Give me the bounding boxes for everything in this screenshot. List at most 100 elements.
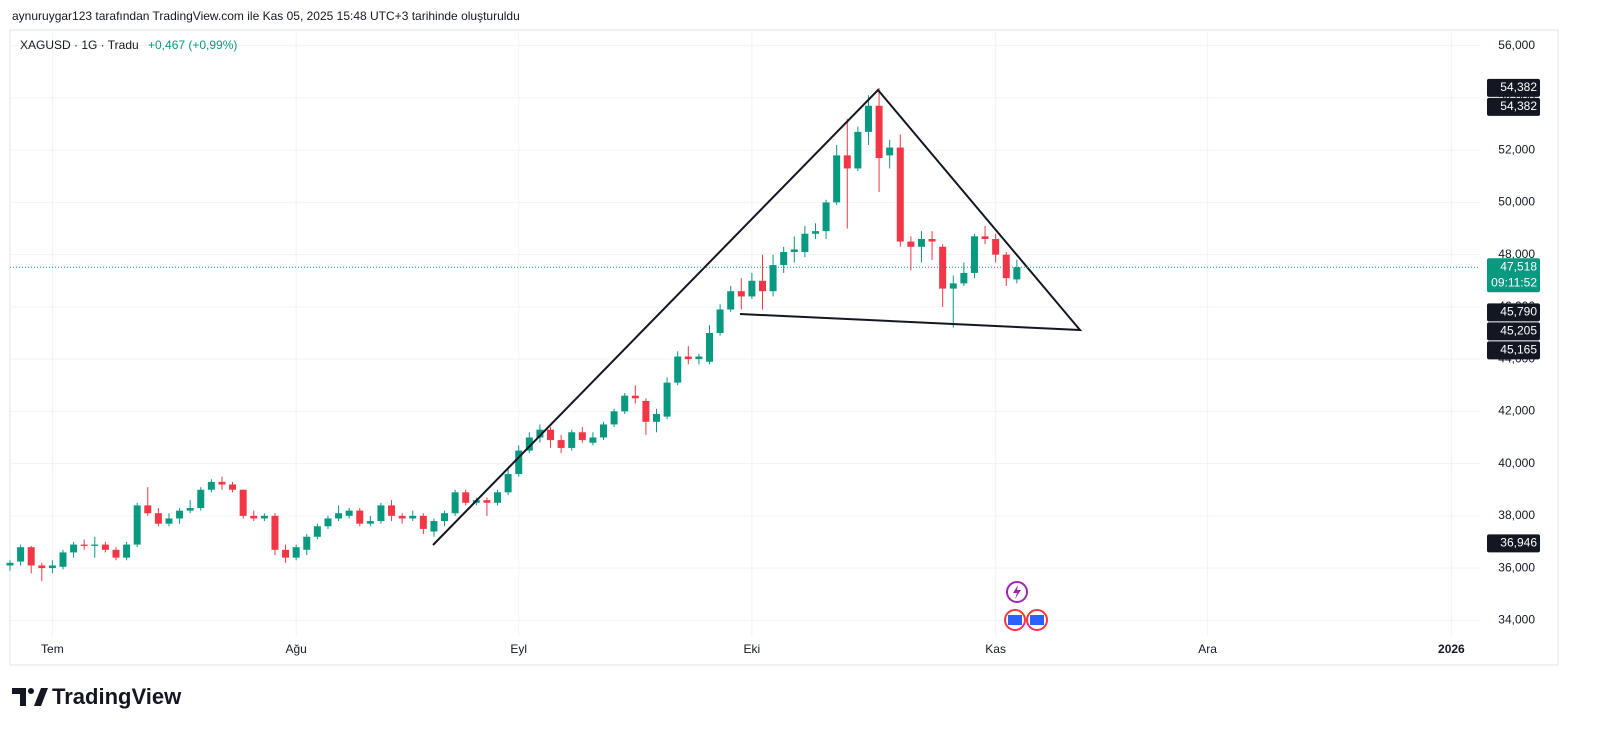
candle-body xyxy=(388,505,396,516)
candle-body xyxy=(504,474,512,493)
event-icons xyxy=(1004,581,1048,631)
grid xyxy=(10,30,1480,636)
triangle-pattern xyxy=(432,88,1083,546)
price-label: 54,382 xyxy=(1500,99,1537,113)
candle-body xyxy=(780,252,788,266)
y-tick-label: 36,000 xyxy=(1498,560,1535,574)
candle-body xyxy=(684,356,692,360)
candle-body xyxy=(271,515,279,550)
candle-body xyxy=(939,246,947,289)
x-tick-label: Ara xyxy=(1198,642,1217,656)
price-label-box xyxy=(1487,322,1540,341)
candle-body xyxy=(462,492,470,503)
candle-body xyxy=(483,500,491,503)
candle-body xyxy=(854,131,862,169)
candle-body xyxy=(494,492,502,503)
candle-body xyxy=(292,547,300,558)
logo-mark xyxy=(34,688,48,706)
logo-mark xyxy=(12,688,26,706)
candle-body xyxy=(419,515,427,529)
candle-body xyxy=(653,413,661,422)
candle-body xyxy=(451,492,459,514)
price-label: 47,518 xyxy=(1500,259,1537,273)
price-label-box xyxy=(1487,534,1540,553)
candle-body xyxy=(864,105,872,132)
candle-body xyxy=(642,400,650,422)
candle-body xyxy=(557,440,565,448)
candle-body xyxy=(366,521,374,524)
candle-body xyxy=(335,513,343,519)
candle-body xyxy=(875,105,883,158)
trend-drawing xyxy=(432,88,1083,546)
candle-body xyxy=(345,510,353,516)
candles xyxy=(6,87,1021,582)
candle-body xyxy=(112,549,120,558)
brand-logo xyxy=(12,688,48,706)
candle-body xyxy=(17,547,25,562)
candle-body xyxy=(896,147,904,242)
price-label: 36,946 xyxy=(1500,536,1537,550)
candle-body xyxy=(981,236,989,239)
y-tick-label: 42,000 xyxy=(1498,404,1535,418)
x-tick-label: Eyl xyxy=(510,642,527,656)
event-icon-bolt xyxy=(1013,585,1021,599)
candle-body xyxy=(748,280,756,297)
price-label: 45,205 xyxy=(1500,324,1537,338)
candle-body xyxy=(218,481,226,485)
candle-body xyxy=(123,544,131,558)
candle-body xyxy=(6,562,14,566)
x-tick-label: Tem xyxy=(41,642,64,656)
candle-body xyxy=(790,249,798,253)
candle-body xyxy=(811,231,819,234)
candle-body xyxy=(1013,267,1021,280)
price-label-box xyxy=(1487,78,1540,97)
candle-body xyxy=(80,544,88,546)
candle-body xyxy=(970,236,978,273)
candle-body xyxy=(907,241,915,247)
candle-body xyxy=(705,333,713,362)
candle-body xyxy=(59,552,67,567)
candle-body xyxy=(430,521,438,532)
candle-body xyxy=(324,518,332,527)
price-label-box xyxy=(1487,258,1540,293)
candle-body xyxy=(960,272,968,284)
candle-body xyxy=(758,280,766,292)
candle-body xyxy=(441,513,449,522)
logo-mark xyxy=(28,688,34,694)
candle-body xyxy=(313,526,321,537)
x-tick-label: Ağu xyxy=(285,642,306,656)
candle-body xyxy=(176,510,184,519)
y-tick-label: 56,000 xyxy=(1498,38,1535,52)
candle-body xyxy=(674,356,682,383)
y-tick-label: 52,000 xyxy=(1498,142,1535,156)
candle-body xyxy=(38,565,46,569)
flag-icon xyxy=(1030,615,1044,625)
candle-body xyxy=(101,544,109,550)
candle-body xyxy=(578,432,586,441)
candle-body xyxy=(695,356,703,360)
x-tick-label: Kas xyxy=(985,642,1006,656)
candle-body xyxy=(525,437,533,451)
candle-body xyxy=(621,395,629,412)
candle-body xyxy=(727,291,735,310)
candle-body xyxy=(398,515,406,519)
y-tick-label: 40,000 xyxy=(1498,456,1535,470)
price-label-box xyxy=(1487,341,1540,360)
candle-body xyxy=(547,429,555,441)
candle-body xyxy=(154,513,162,524)
candle-body xyxy=(949,283,957,289)
y-tick-label: 50,000 xyxy=(1498,195,1535,209)
candle-body xyxy=(144,505,152,514)
candle-body xyxy=(886,147,894,156)
candle-body xyxy=(207,481,215,490)
candle-body xyxy=(843,155,851,169)
candle-body xyxy=(356,510,364,524)
x-tick-label: 2026 xyxy=(1438,642,1465,656)
candle-body xyxy=(515,450,523,475)
price-label: 45,790 xyxy=(1500,305,1537,319)
chart-frame xyxy=(9,29,1559,666)
price-label-box xyxy=(1487,303,1540,322)
y-tick-label: 34,000 xyxy=(1498,612,1535,626)
